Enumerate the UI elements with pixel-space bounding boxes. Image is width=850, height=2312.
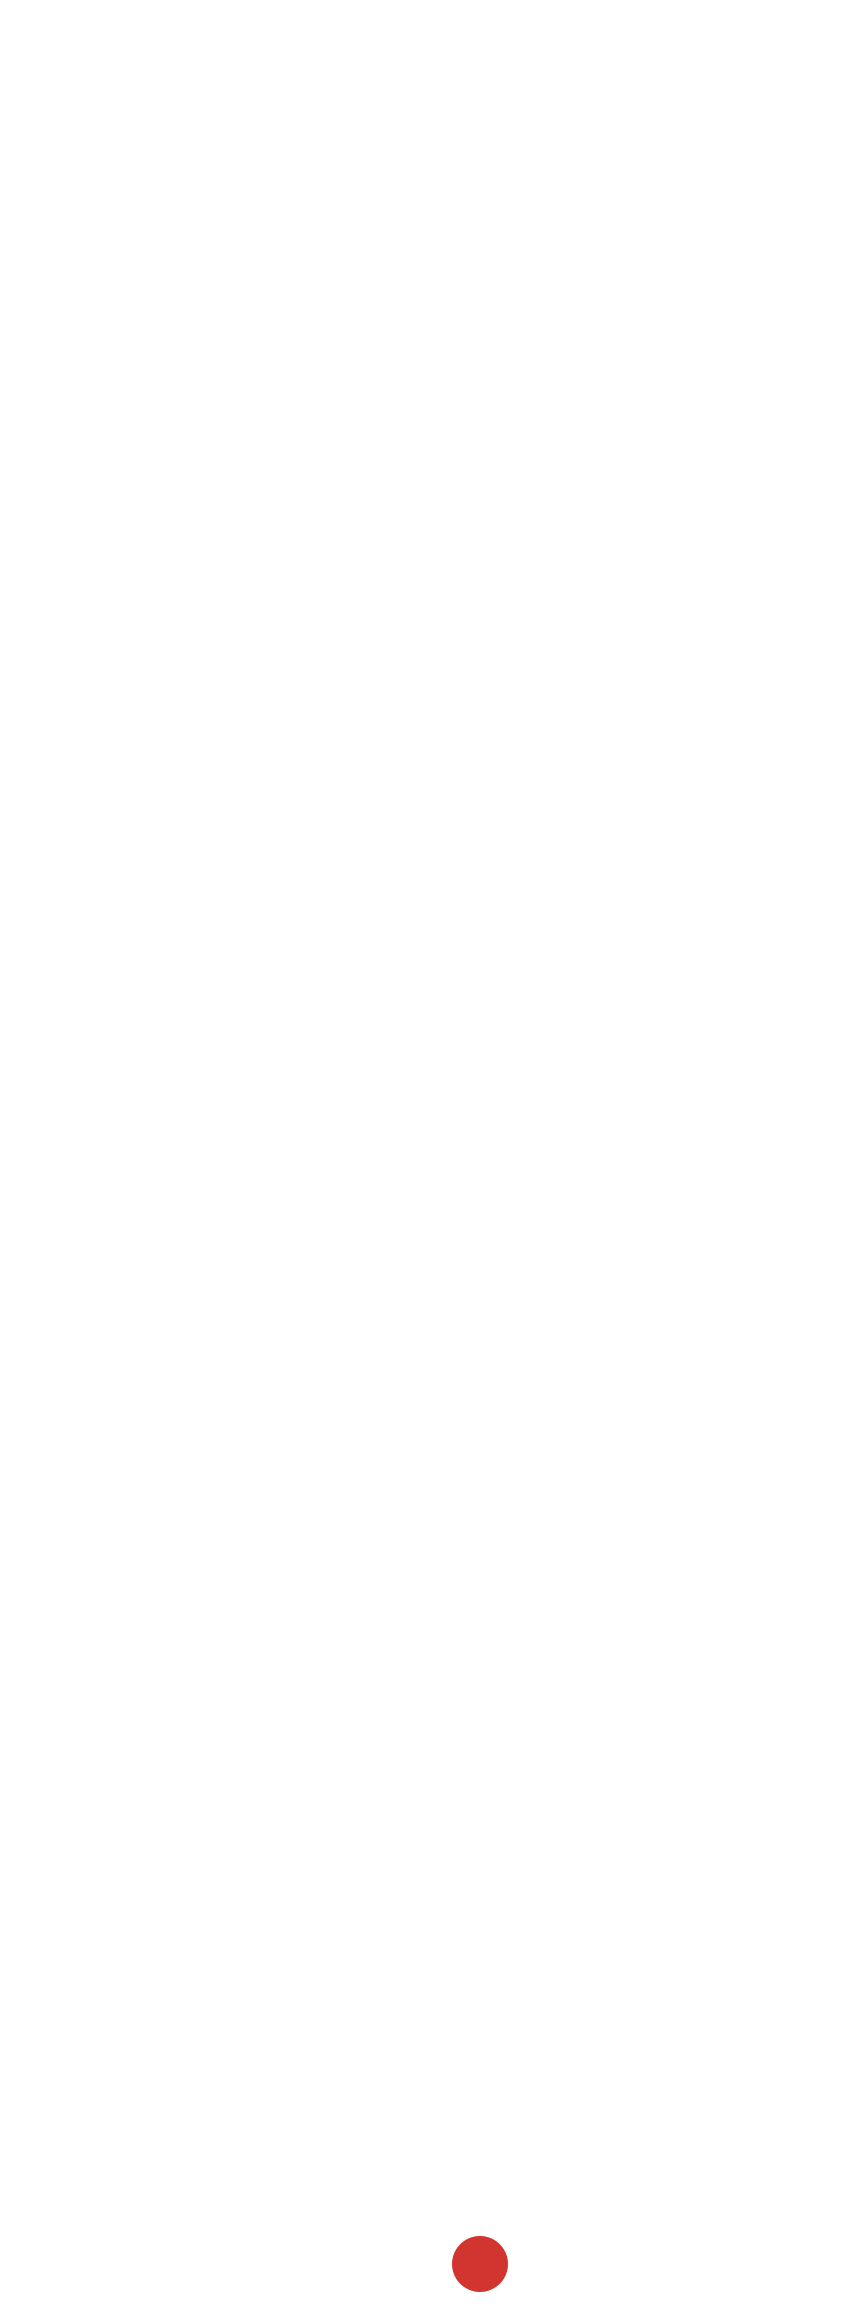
- site-footer: [452, 2236, 652, 2296]
- cngold-logo-icon: [452, 2236, 508, 2292]
